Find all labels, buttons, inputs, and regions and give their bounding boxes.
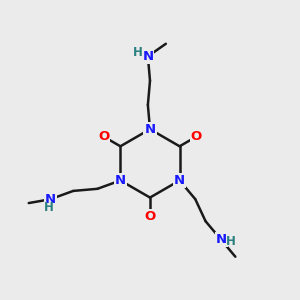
Text: N: N [115,174,126,187]
Text: O: O [98,130,109,143]
Text: O: O [144,210,156,224]
Text: N: N [144,123,156,136]
Text: N: N [174,174,185,187]
Text: N: N [142,50,153,63]
Text: H: H [44,201,54,214]
Text: N: N [45,193,56,206]
Text: N: N [216,233,227,246]
Text: H: H [226,235,236,248]
Text: H: H [133,46,143,59]
Text: O: O [191,130,202,143]
